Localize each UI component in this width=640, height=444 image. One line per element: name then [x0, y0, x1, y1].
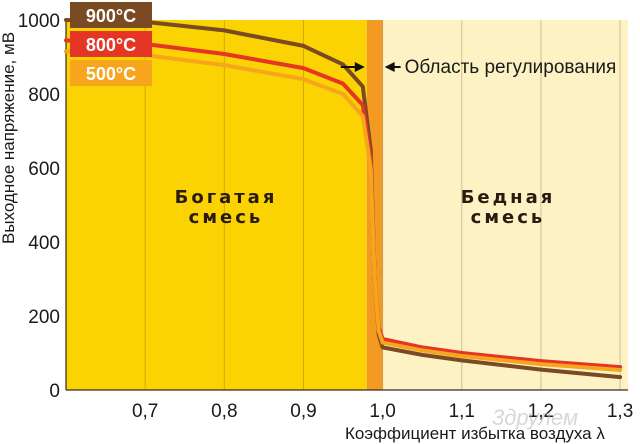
y-tick-label-0: 0: [49, 381, 60, 402]
control-region-label: Область регулирования: [405, 57, 617, 78]
x-tick-label-2: 0,9: [290, 401, 316, 422]
x-tick-label-5: 1,2: [528, 401, 554, 422]
lean-mixture-label-line-1: Бедная: [461, 187, 556, 208]
legend-swatch-800c: [70, 31, 152, 57]
control-arrow-right-head: [384, 62, 395, 72]
legend-label-800c: 800°C: [86, 35, 136, 55]
x-tick-label-3: 1,0: [369, 401, 395, 422]
y-axis-title: Выходное напряжение, мВ: [0, 32, 18, 244]
legend-swatch-500c: [70, 60, 152, 86]
x-tick-label-6: 1,3: [607, 401, 633, 422]
y-tick-label-4: 800: [28, 85, 60, 106]
control-region-band: [366, 20, 383, 390]
y-tick-label-1: 200: [28, 307, 60, 328]
y-tick-label-3: 600: [28, 159, 60, 180]
series-line-500c: [64, 49, 623, 372]
rich-mixture-label-line-1: Богатая: [175, 187, 278, 208]
legend-label-900c: 900°C: [86, 6, 136, 26]
y-tick-label-5: 1000: [18, 11, 60, 32]
legend-label-500c: 500°C: [86, 64, 136, 84]
y-tick-label-2: 400: [28, 233, 60, 254]
legend-swatch-900c: [70, 2, 152, 28]
lean-mixture-region: [382, 20, 628, 390]
x-tick-label-4: 1,1: [449, 401, 475, 422]
rich-mixture-label-line-2: смесь: [189, 207, 264, 228]
control-arrow-left-head: [354, 62, 365, 72]
lean-mixture-label-line-2: смесь: [471, 207, 546, 228]
x-tick-label-0: 0,7: [132, 401, 158, 422]
x-tick-label-1: 0,8: [211, 401, 237, 422]
x-axis-title: Коэффициент избытка воздуха λ: [345, 424, 605, 443]
watermark: 3друлем: [492, 405, 578, 430]
